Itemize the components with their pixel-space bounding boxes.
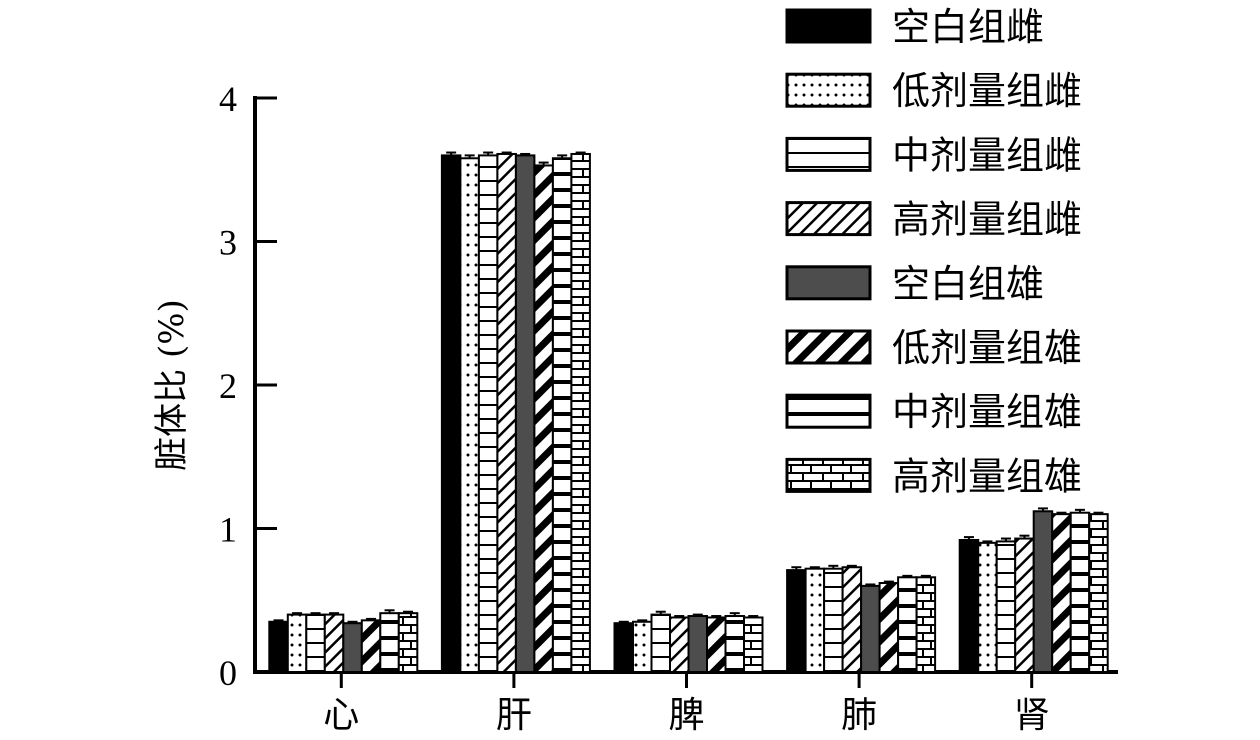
legend-label: 空白组雄: [892, 262, 1044, 306]
bar: [1088, 513, 1109, 674]
bar: [477, 154, 499, 673]
bar: [669, 616, 690, 673]
bar: [743, 616, 764, 673]
bar: [823, 567, 844, 673]
x-tick-label: 心: [323, 695, 359, 736]
bars: [268, 151, 1109, 674]
bar: [1032, 510, 1054, 673]
bar: [286, 613, 308, 673]
y-tick-label: 2: [219, 366, 237, 406]
bar: [687, 615, 708, 673]
legend-swatch: [785, 8, 872, 44]
bar: [1069, 511, 1091, 674]
bar: [878, 582, 900, 674]
bar: [841, 566, 863, 673]
bar: [860, 584, 881, 674]
bar: [1014, 537, 1035, 673]
bar: [459, 157, 480, 673]
bar: [514, 154, 536, 673]
legend-swatch: [785, 136, 872, 172]
axes: 0 1 2 3 4 脏体比 (%) 心 肝 脾 肺 肾: [152, 79, 1118, 736]
bar: [958, 538, 980, 673]
y-tick-label: 3: [219, 223, 237, 263]
bar: [650, 613, 671, 673]
bar: [360, 619, 382, 674]
x-tick-label: 肾: [1014, 695, 1050, 736]
x-tick-label: 肺: [841, 695, 877, 736]
legend-label: 低剂量组雌: [892, 69, 1082, 113]
legend-label: 高剂量组雄: [892, 454, 1082, 498]
y-axis-label: 脏体比 (%): [152, 299, 192, 471]
bar: [897, 576, 918, 673]
bar: [724, 615, 745, 673]
bar: [533, 164, 554, 673]
y-tick-label: 1: [219, 510, 237, 550]
bar: [977, 541, 998, 673]
legend-swatch: [785, 265, 872, 301]
bar: [496, 152, 517, 673]
bar: [342, 622, 363, 674]
legend-swatch: [785, 393, 872, 429]
legend-label: 中剂量组雌: [892, 133, 1082, 177]
bar: [305, 613, 326, 673]
bar: [786, 569, 807, 673]
legend-label: 空白组雌: [892, 5, 1044, 49]
bar: [440, 154, 462, 673]
bar: [570, 152, 591, 673]
bar: [323, 613, 345, 673]
y-tick-label: 4: [219, 79, 237, 119]
legend-swatch: [785, 329, 872, 365]
legend-swatch: [785, 457, 872, 493]
bar: [397, 612, 419, 673]
bar: [613, 622, 634, 674]
legend-label: 高剂量组雌: [892, 198, 1082, 242]
legend-label: 低剂量组雄: [892, 326, 1082, 370]
y-tick-label: 0: [219, 653, 237, 693]
legend-swatch: [785, 72, 872, 108]
bar: [268, 620, 289, 674]
bar: [551, 157, 573, 673]
bar: [804, 567, 826, 673]
bar: [379, 612, 400, 673]
bar: [915, 576, 937, 673]
bar: [995, 540, 1017, 673]
x-tick-label: 肝: [496, 695, 532, 736]
bar: [1051, 513, 1072, 674]
bar: [632, 620, 653, 674]
x-tick-label: 脾: [668, 695, 704, 736]
legend-swatch: [785, 201, 872, 237]
bar: [706, 616, 727, 673]
legend-label: 中剂量组雄: [892, 390, 1082, 434]
